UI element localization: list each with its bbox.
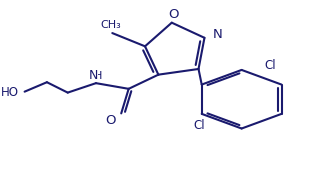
Text: N: N	[213, 28, 223, 41]
Text: Cl: Cl	[264, 59, 276, 72]
Text: Cl: Cl	[193, 119, 205, 132]
Text: O: O	[168, 8, 179, 21]
Text: N: N	[89, 70, 98, 82]
Text: CH₃: CH₃	[100, 20, 121, 30]
Text: O: O	[106, 115, 116, 127]
Text: HO: HO	[1, 86, 19, 99]
Text: H: H	[94, 71, 103, 81]
